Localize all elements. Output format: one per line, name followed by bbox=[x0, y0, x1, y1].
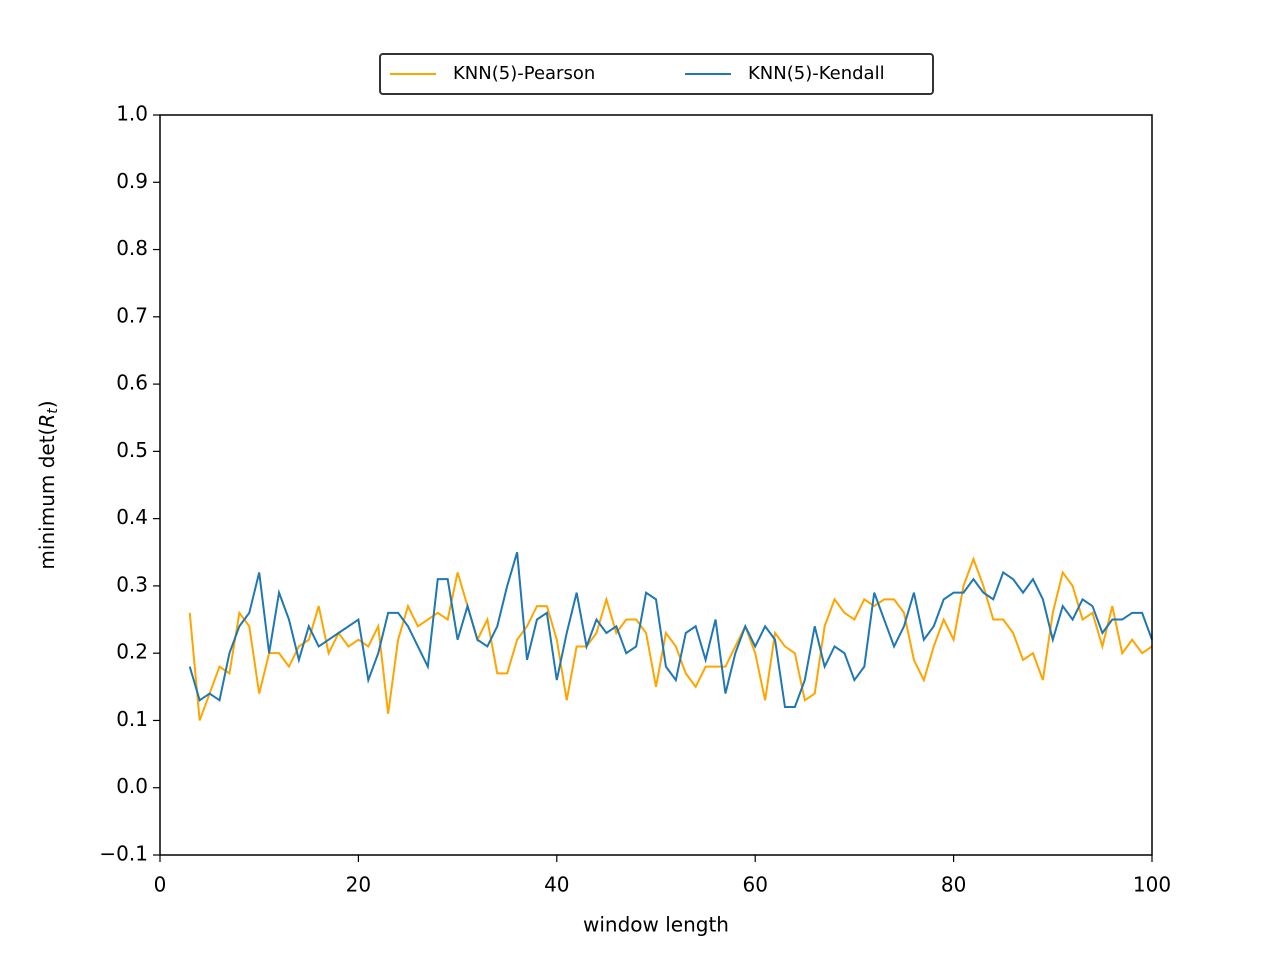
x-tick-label: 40 bbox=[544, 873, 569, 897]
x-tick-label: 60 bbox=[742, 873, 767, 897]
legend-label: KNN(5)-Kendall bbox=[748, 63, 885, 84]
data-line bbox=[188, 556, 1153, 721]
y-tick-label: 0.4 bbox=[116, 505, 148, 529]
y-label-part: ) bbox=[35, 400, 59, 408]
y-tick-label: 0.2 bbox=[116, 640, 148, 664]
y-tick-label: 0.6 bbox=[116, 371, 148, 395]
y-tick-label: 0.3 bbox=[116, 572, 148, 596]
y-label-part: t bbox=[45, 408, 61, 414]
y-label-part: minimum det( bbox=[35, 428, 59, 570]
x-tick-label: 0 bbox=[154, 873, 167, 897]
x-tick-label: 100 bbox=[1133, 873, 1171, 897]
y-tick-label: 0.0 bbox=[116, 774, 148, 798]
y-tick-label: 0.1 bbox=[116, 707, 148, 731]
plot-frame bbox=[159, 114, 1153, 856]
legend-label: KNN(5)-Pearson bbox=[453, 63, 595, 84]
x-tick-label: 20 bbox=[346, 873, 371, 897]
y-tick-label: 1.0 bbox=[116, 102, 148, 126]
y-tick-label: 0.5 bbox=[116, 438, 148, 462]
y-tick-label: 0.9 bbox=[116, 169, 148, 193]
y-tick-label: 0.8 bbox=[116, 236, 148, 260]
y-tick-label: 0.7 bbox=[116, 303, 148, 327]
y-tick-label: −0.1 bbox=[99, 842, 148, 866]
legend-box bbox=[379, 53, 934, 95]
y-axis-label: minimum det(Rt) bbox=[35, 400, 62, 569]
x-tick-label: 80 bbox=[941, 873, 966, 897]
y-label-part: R bbox=[35, 414, 59, 428]
data-line bbox=[188, 551, 1153, 708]
x-axis-label: window length bbox=[583, 913, 729, 937]
